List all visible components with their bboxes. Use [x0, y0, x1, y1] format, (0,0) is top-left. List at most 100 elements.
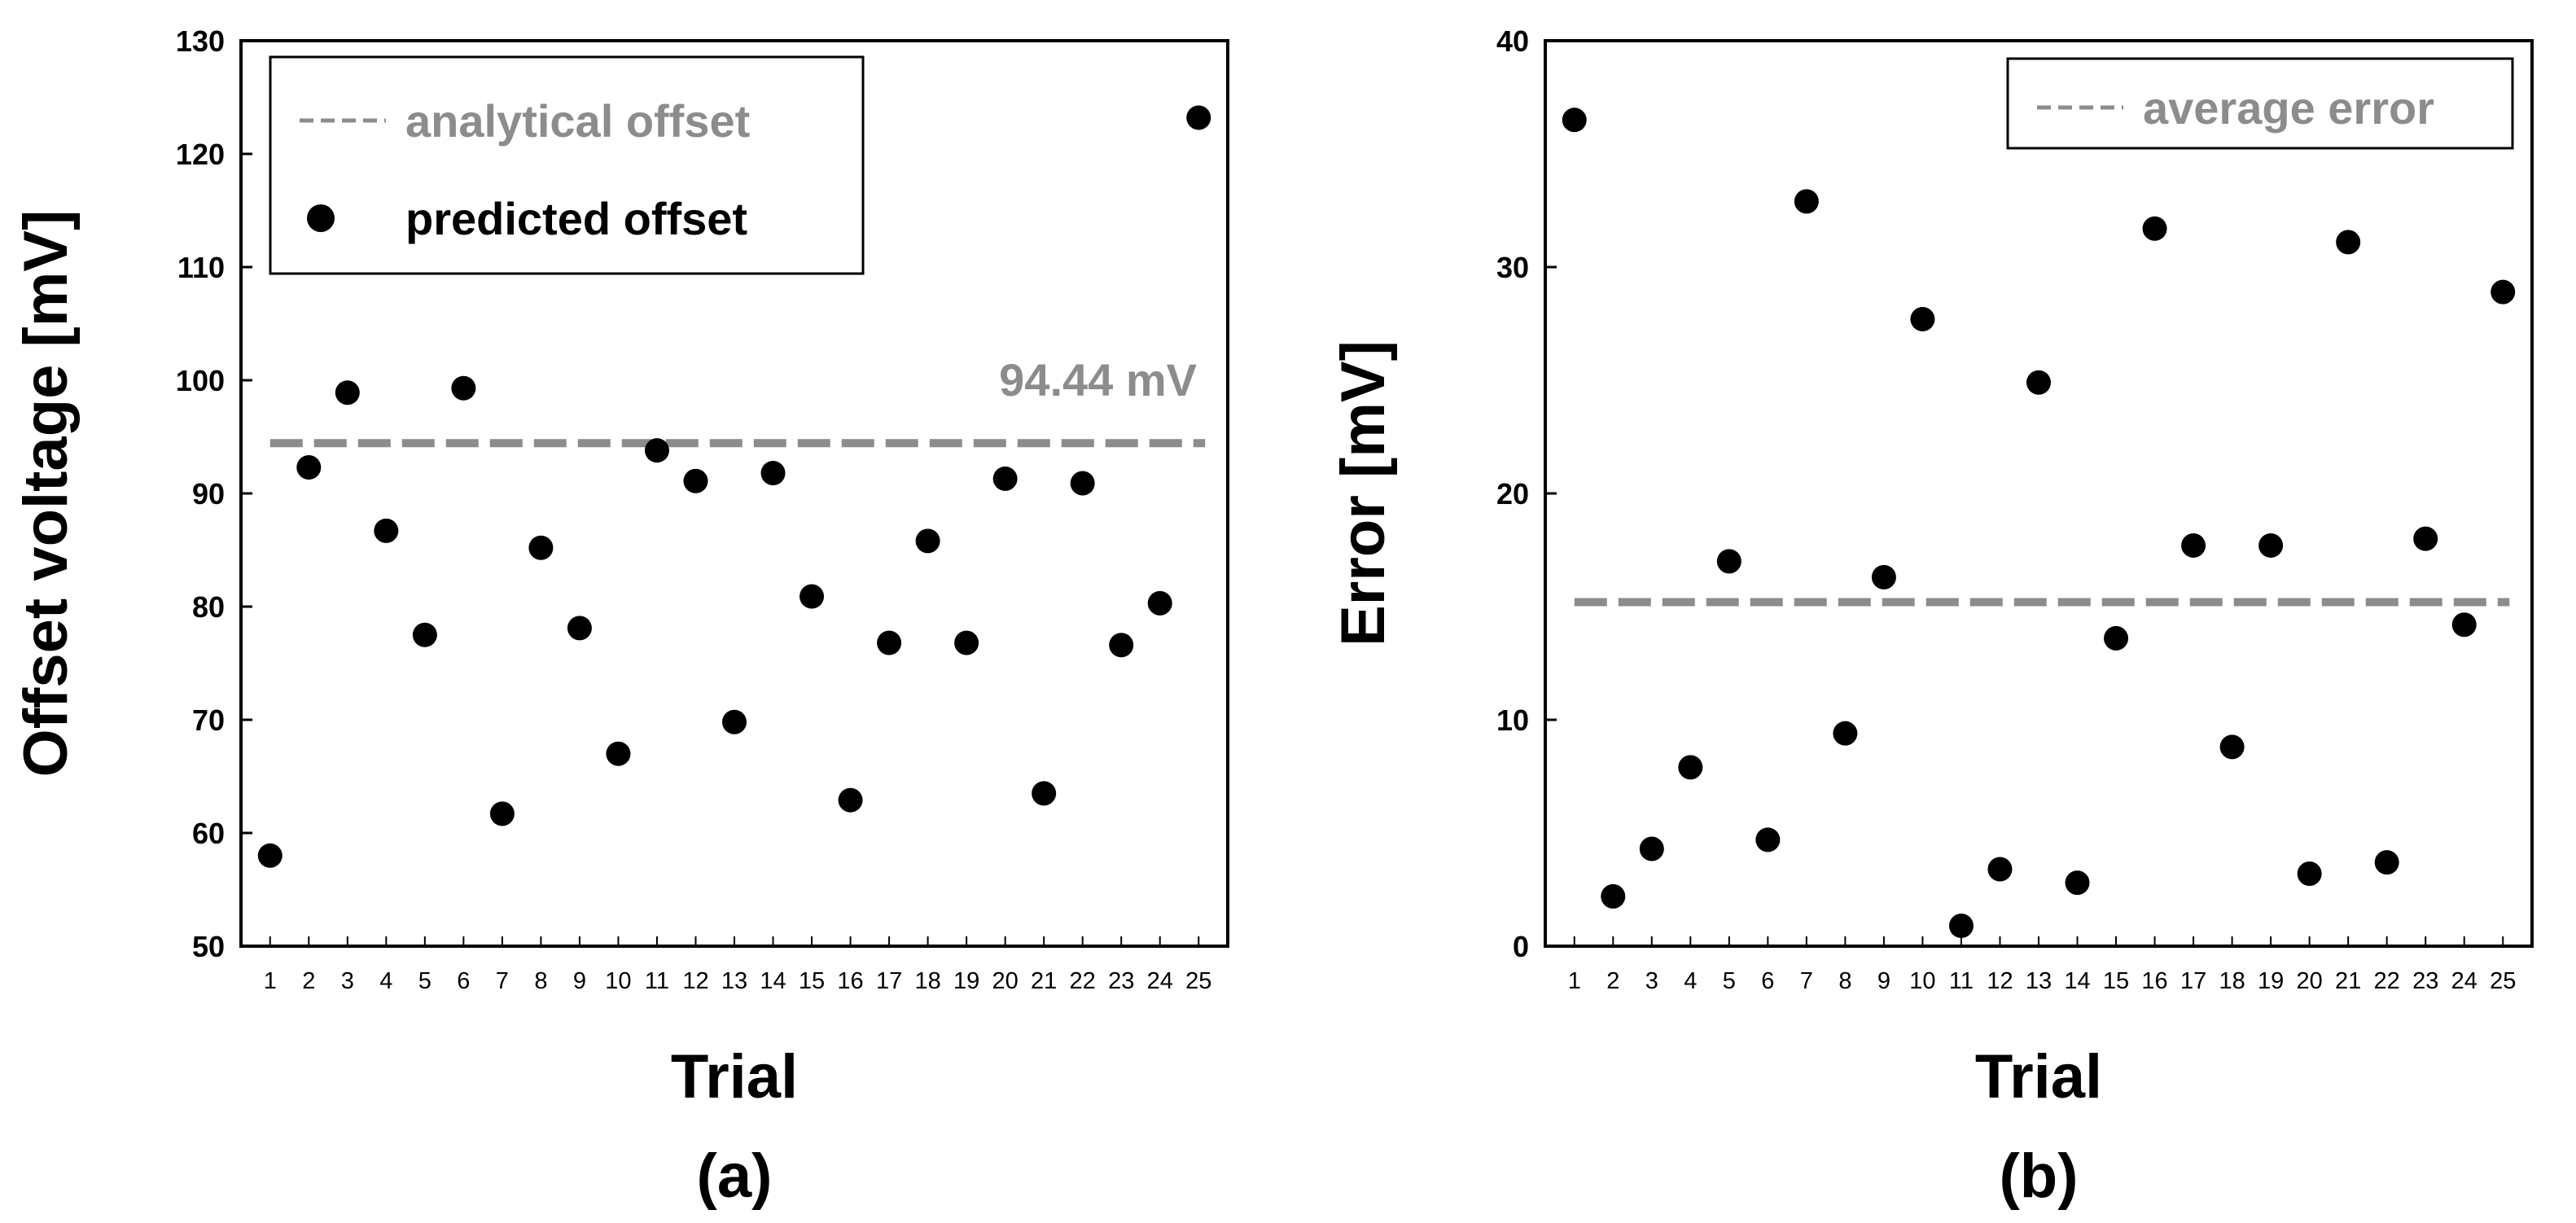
data-point — [374, 518, 399, 543]
data-point — [1562, 107, 1587, 133]
data-point — [2065, 870, 2090, 896]
x-tick-label: 11 — [645, 968, 669, 994]
x-axis-ticks: 1 2 3 4 5 6 7 8 9 10 11 12 13 14 15 16 17 18 19 20 21 22 23 24 2… — [264, 936, 1211, 994]
x-tick-label: 7 — [496, 968, 509, 994]
data-points — [257, 105, 1211, 868]
x-tick-label: 13 — [2026, 968, 2052, 994]
x-axis-title: Trial — [1975, 1042, 2102, 1111]
x-axis-title: Trial — [671, 1042, 798, 1111]
legend: average error — [2006, 57, 2514, 150]
data-point — [1070, 471, 1095, 496]
data-point — [2297, 861, 2322, 887]
x-tick-label: 21 — [2335, 968, 2361, 994]
y-tick-label: 110 — [177, 251, 225, 284]
x-tick-label: 11 — [1949, 968, 1974, 994]
x-tick-label: 18 — [2219, 968, 2245, 994]
x-tick-label: 6 — [457, 968, 470, 994]
legend-label-predicted-offset: predicted offset — [405, 193, 747, 244]
x-tick-label: 1 — [1568, 968, 1581, 994]
x-tick-label: 19 — [953, 968, 979, 994]
x-tick-label: 24 — [1147, 968, 1173, 994]
data-point — [1871, 564, 1896, 590]
y-tick-label: 0 — [1513, 930, 1529, 963]
data-point — [1147, 590, 1172, 616]
y-tick-label: 60 — [192, 817, 225, 850]
y-tick-label: 80 — [192, 590, 225, 624]
y-tick-label: 20 — [1496, 477, 1529, 511]
y-tick-label: 90 — [192, 477, 225, 511]
data-point — [644, 438, 669, 463]
data-point — [606, 741, 631, 766]
legend-label-average-error: average error — [2143, 82, 2434, 134]
data-point — [451, 375, 476, 401]
data-point — [760, 460, 786, 485]
x-tick-label: 25 — [1185, 968, 1211, 994]
data-point — [567, 616, 592, 641]
data-point — [1186, 105, 1211, 130]
x-tick-label: 20 — [2297, 968, 2323, 994]
plot-area-frame — [1544, 39, 2534, 948]
legend-box — [269, 55, 865, 275]
data-point — [1833, 721, 1858, 746]
y-tick-label: 40 — [1496, 24, 1529, 58]
data-point — [992, 466, 1018, 491]
data-point — [528, 535, 554, 560]
x-tick-label: 16 — [2141, 968, 2167, 994]
y-tick-label: 100 — [176, 364, 225, 397]
data-point — [2491, 279, 2516, 305]
x-tick-label: 4 — [379, 968, 392, 994]
x-tick-label: 14 — [760, 968, 786, 994]
x-tick-label: 4 — [1684, 968, 1697, 994]
x-tick-label: 12 — [1987, 968, 2013, 994]
x-tick-label: 3 — [1645, 968, 1658, 994]
x-tick-label: 9 — [573, 968, 586, 994]
x-tick-label: 3 — [341, 968, 354, 994]
data-point — [2451, 612, 2477, 638]
x-tick-label: 22 — [2374, 968, 2400, 994]
y-axis-title: Offset voltage [mV] — [11, 210, 81, 778]
y-tick-label: 10 — [1496, 704, 1529, 737]
data-point — [2258, 533, 2284, 558]
x-tick-label: 5 — [1723, 968, 1736, 994]
x-tick-label: 18 — [914, 968, 940, 994]
reference-annotation: 94.44 mV — [999, 354, 1197, 405]
data-point — [2142, 216, 2167, 241]
x-tick-label: 10 — [1909, 968, 1935, 994]
x-tick-label: 20 — [992, 968, 1019, 994]
data-point — [1601, 883, 1626, 909]
y-tick-label: 130 — [176, 24, 225, 58]
data-point — [2219, 734, 2245, 760]
x-tick-label: 17 — [2180, 968, 2206, 994]
data-point — [1639, 836, 1664, 861]
y-tick-label: 70 — [192, 704, 225, 737]
x-tick-label: 22 — [1070, 968, 1096, 994]
x-tick-label: 1 — [264, 968, 277, 994]
data-point — [954, 630, 979, 655]
data-point — [335, 380, 360, 405]
data-point — [1755, 827, 1781, 853]
data-point — [1109, 633, 1134, 658]
y-tick-label: 50 — [192, 930, 225, 963]
x-tick-label: 8 — [1838, 968, 1851, 994]
data-point — [2413, 526, 2438, 551]
data-point — [683, 468, 708, 493]
x-tick-label: 15 — [799, 968, 825, 994]
data-point — [2336, 230, 2361, 255]
data-point — [257, 843, 283, 868]
data-point — [915, 528, 940, 554]
data-point — [1032, 781, 1057, 806]
x-tick-label: 21 — [1031, 968, 1057, 994]
x-tick-label: 16 — [837, 968, 863, 994]
x-tick-label: 24 — [2451, 968, 2477, 994]
data-point — [1948, 913, 1974, 938]
x-tick-label: 10 — [605, 968, 631, 994]
x-axis-ticks: 1 2 3 4 5 6 7 8 9 10 11 12 13 14 15 16 17 18 19 20 21 22 23 24 2… — [1568, 936, 2516, 994]
data-point — [1678, 755, 1703, 780]
x-tick-label: 12 — [682, 968, 708, 994]
x-tick-label: 6 — [1761, 968, 1774, 994]
x-tick-label: 13 — [721, 968, 747, 994]
data-point — [877, 630, 902, 655]
data-point — [489, 801, 515, 826]
